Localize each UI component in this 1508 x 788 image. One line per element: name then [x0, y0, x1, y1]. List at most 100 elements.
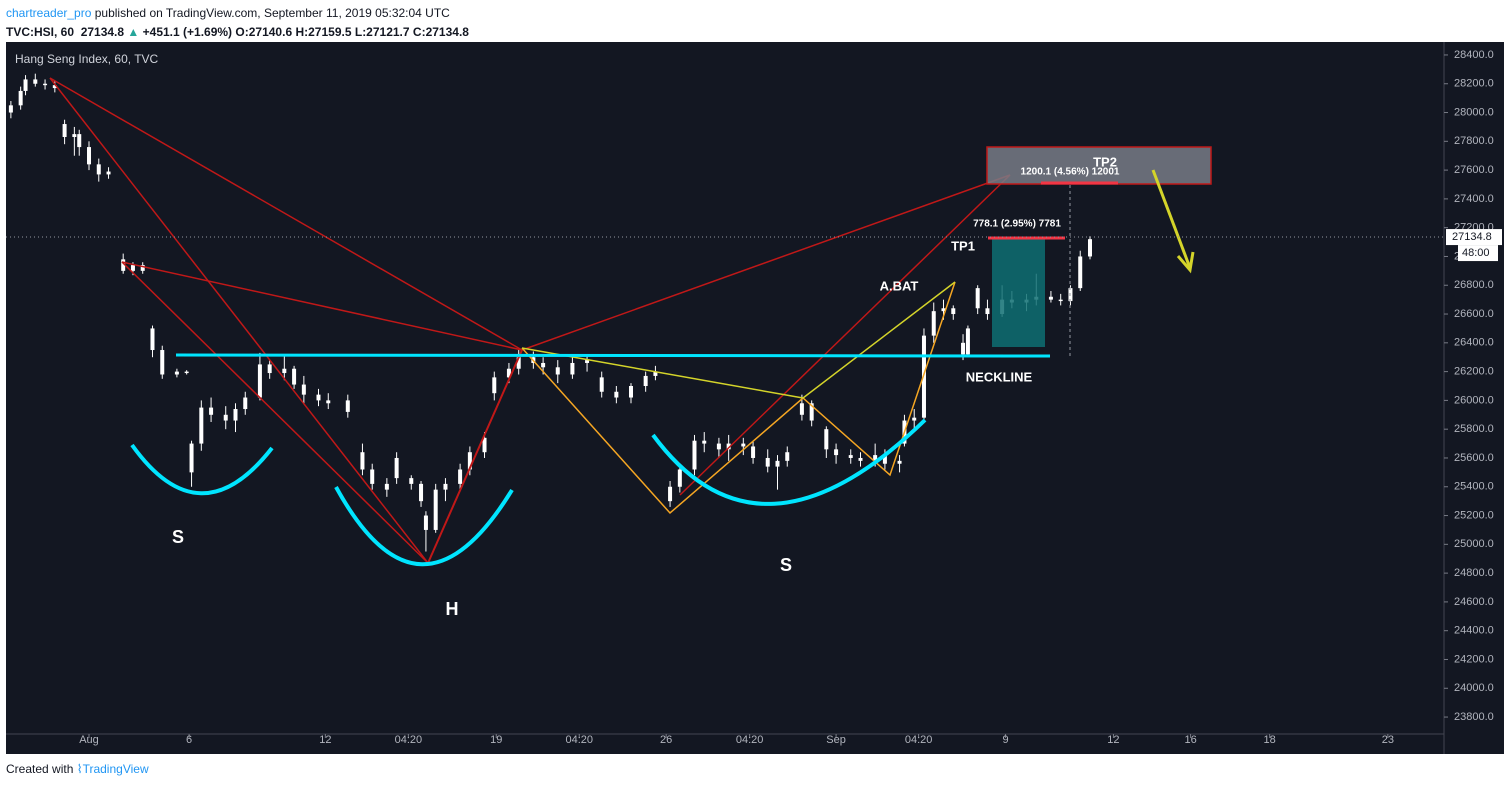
candle-body	[267, 364, 272, 374]
candle-body	[160, 350, 165, 375]
candle-body	[951, 308, 956, 315]
candle-body	[87, 147, 92, 165]
x-tick-label: 04:20	[565, 734, 593, 746]
candle-body	[72, 134, 77, 137]
candle-body	[1058, 299, 1063, 302]
candle-body	[33, 79, 38, 84]
candle-body	[130, 265, 135, 271]
label: S	[172, 527, 184, 547]
candle-body	[643, 375, 648, 387]
publish-line: chartreader_pro published on TradingView…	[6, 4, 469, 23]
candle-body	[345, 400, 350, 412]
y-tick-label: 25600.0	[1454, 452, 1494, 464]
candle-body	[409, 478, 414, 484]
candle-body	[941, 308, 946, 312]
candle-body	[726, 443, 731, 450]
candle-body	[570, 362, 575, 375]
y-tick-label: 27400.0	[1454, 193, 1494, 205]
y-tick-label: 27800.0	[1454, 135, 1494, 147]
y-tick-label: 26600.0	[1454, 308, 1494, 320]
candle-body	[692, 440, 697, 470]
up-arrow: ▲	[127, 25, 140, 39]
candle-body	[975, 288, 980, 309]
candle-body	[8, 105, 13, 113]
candle-body	[209, 407, 214, 415]
background	[6, 42, 1504, 754]
head-curve	[334, 486, 514, 567]
x-tick-label: 18	[1264, 734, 1276, 746]
candle-body	[326, 400, 331, 404]
x-tick-label: 12	[319, 734, 331, 746]
candle-body	[43, 83, 48, 86]
candle-body	[716, 443, 721, 450]
candle-body	[765, 457, 770, 467]
candle-body	[702, 440, 707, 444]
y-tick-label: 27600.0	[1454, 164, 1494, 176]
candle-body	[301, 384, 306, 395]
candle-body	[223, 414, 228, 421]
y-tick-label: 28200.0	[1454, 78, 1494, 90]
candle-body	[433, 489, 438, 530]
arrow-head	[1176, 251, 1195, 274]
chart: Hang Seng Index, 60, TVC S H S A.BAT TP1…	[6, 42, 1504, 754]
label: NECKLINE	[966, 369, 1033, 384]
x-tick-label: 26	[660, 734, 672, 746]
trend-line	[121, 261, 523, 351]
x-tick-label: 12	[1107, 734, 1119, 746]
x-tick-label: 23	[1382, 734, 1394, 746]
candle-body	[52, 85, 57, 89]
candle-body	[174, 371, 179, 375]
x-tick-label: 04:20	[905, 734, 933, 746]
drawings	[49, 77, 1212, 567]
candle-body	[184, 371, 189, 374]
candle-body	[741, 443, 746, 447]
label: S	[780, 555, 792, 575]
y-tick-label: 25000.0	[1454, 538, 1494, 550]
candle-body	[912, 417, 917, 421]
y-tick-label: 28400.0	[1454, 49, 1494, 61]
x-tick-label: 9	[1002, 734, 1008, 746]
y-tick-label: 25800.0	[1454, 423, 1494, 435]
trend-line	[121, 261, 429, 564]
candle-body	[677, 469, 682, 487]
publisher[interactable]: chartreader_pro	[6, 6, 92, 20]
candle-body	[62, 124, 67, 137]
price: 27134.8	[80, 25, 125, 39]
label: A.BAT	[880, 278, 919, 293]
annotations: S H S A.BAT TP1 TP2 NECKLINE 778.1 (2.95…	[172, 154, 1120, 618]
candle-body	[292, 368, 297, 385]
candle-body	[394, 457, 399, 479]
y-tick-label: 26000.0	[1454, 394, 1494, 406]
y-tick-label: 25200.0	[1454, 509, 1494, 521]
y-tick-label: 25400.0	[1454, 481, 1494, 493]
close: C:27134.8	[412, 25, 469, 39]
candle-body	[931, 311, 936, 336]
candle-body	[1078, 256, 1083, 289]
candle-body	[360, 452, 365, 470]
candle-body	[1048, 296, 1053, 300]
last-price-box	[1446, 229, 1502, 246]
shoulder-curve	[651, 418, 927, 506]
footer: Created with ⌇TradingView	[6, 762, 149, 776]
y-tick-label: 28000.0	[1454, 106, 1494, 118]
brand[interactable]: TradingView	[82, 762, 149, 776]
candle-body	[785, 452, 790, 461]
countdown-box	[1458, 245, 1498, 262]
x-tick-label: 19	[490, 734, 502, 746]
tp2-box	[986, 146, 1212, 185]
x-tick-label: Aug	[79, 734, 99, 746]
y-tick-label: 26800.0	[1454, 279, 1494, 291]
candle-body	[921, 335, 926, 418]
y-tick-label: 24200.0	[1454, 653, 1494, 665]
last-price-label: 27134.8	[1452, 231, 1492, 243]
candle-body	[316, 394, 321, 401]
candle-body	[751, 446, 756, 458]
label: TP2	[1093, 154, 1117, 169]
y-tick-label: 24800.0	[1454, 567, 1494, 579]
countdown-label: 48:00	[1462, 247, 1490, 259]
measure-label: 1200.1 (4.56%) 12001	[1021, 167, 1120, 178]
trend-line	[49, 77, 523, 351]
candle-body	[458, 469, 463, 484]
trend-line	[427, 349, 523, 564]
low: L:27121.7	[354, 25, 410, 39]
